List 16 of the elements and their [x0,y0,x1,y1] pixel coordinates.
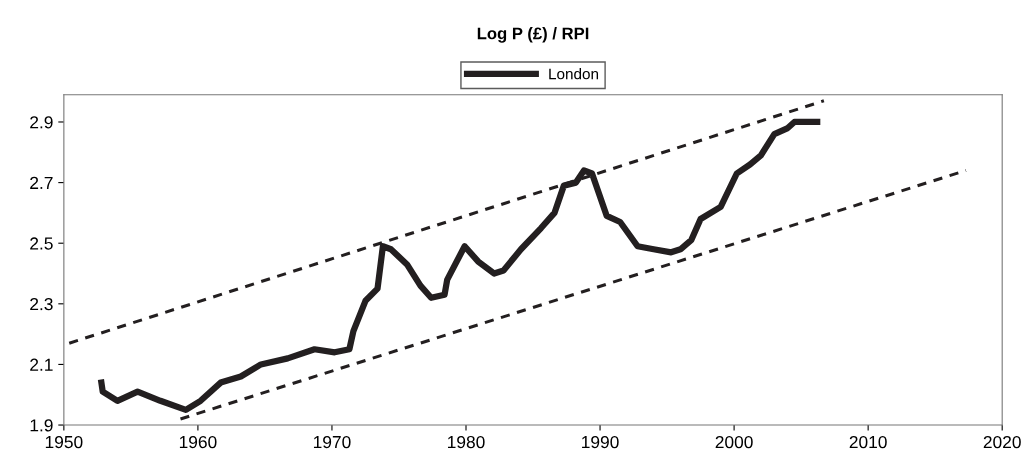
x-tick-label: 1970 [313,435,351,449]
x-tick-label: 2000 [715,435,753,449]
y-tick-label: 2.3 [30,297,53,311]
x-tick-label: 1980 [448,435,485,449]
x-tick-label: 1950 [45,435,83,449]
legend-label: London [549,68,599,80]
y-tick-label: 2.1 [30,358,53,371]
y-tick-label: 1.9 [30,419,53,432]
chart-title: Log P (£) / RPI [477,27,589,43]
y-tick-label: 2.9 [30,116,53,129]
x-tick-label: 2010 [849,435,887,449]
x-tick-label: 1960 [179,435,217,449]
y-tick-label: 2.5 [30,237,53,250]
x-tick-label: 1990 [582,435,619,449]
x-tick-label: 2020 [983,435,1021,449]
y-tick-label: 2.7 [30,176,53,189]
